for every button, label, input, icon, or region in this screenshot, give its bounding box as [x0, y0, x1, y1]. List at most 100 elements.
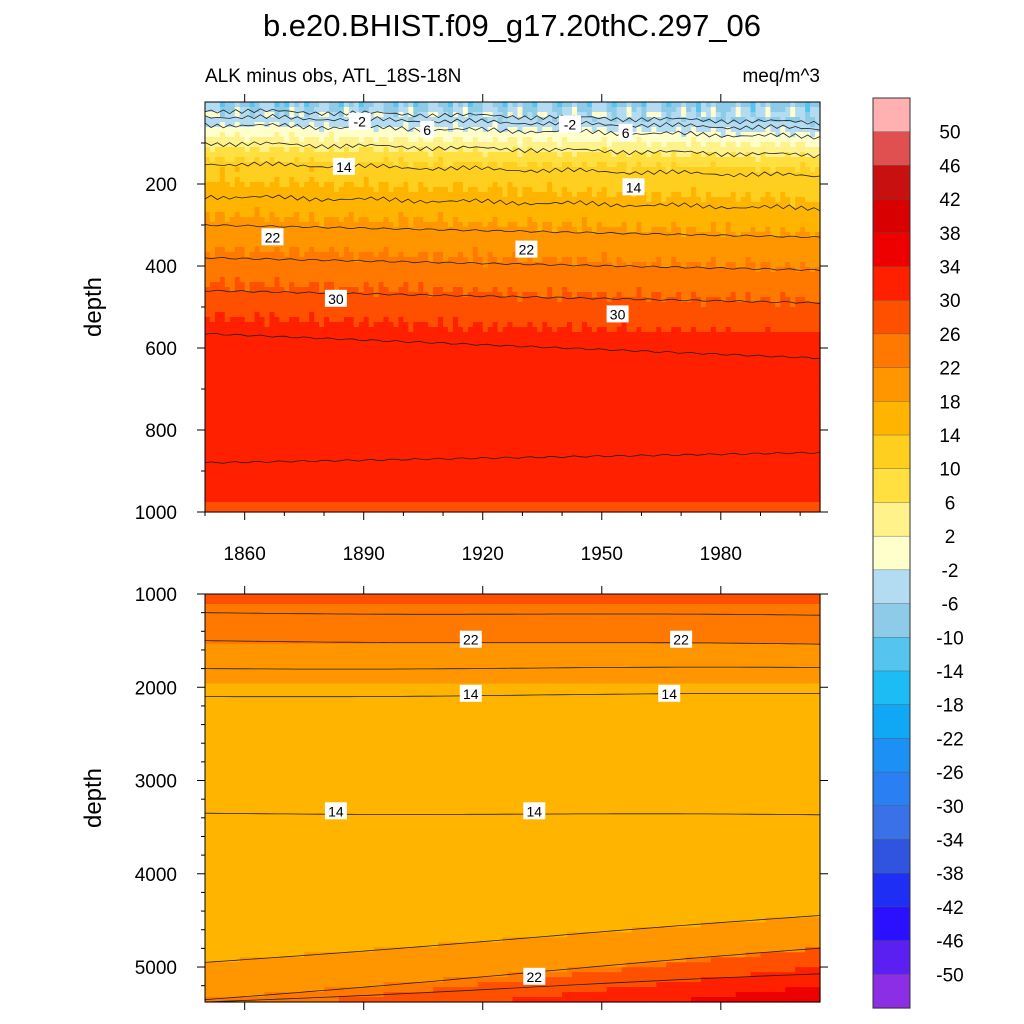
top-x-tick-label: 1920	[462, 544, 504, 565]
top-contour-lines	[204, 108, 821, 464]
colorbar-label: -18	[936, 696, 963, 717]
top-contour-line	[204, 451, 821, 464]
colorbar-frame	[872, 97, 911, 1009]
colorbar-swatch	[872, 97, 911, 133]
bottom-contour-line	[204, 666, 821, 670]
colorbar-swatch	[872, 367, 911, 402]
colorbar-label: 6	[945, 493, 956, 514]
colorbar-label: -34	[936, 831, 964, 852]
colorbar-swatch	[872, 603, 911, 638]
bottom-contour-line	[204, 812, 821, 816]
colorbar-swatch	[872, 940, 911, 975]
top-contour-line	[204, 141, 821, 159]
top-contour-label: 14	[622, 178, 645, 196]
colorbar-label: 50	[939, 123, 960, 144]
colorbar-label: 18	[939, 392, 960, 413]
bottom-x-axis	[244, 586, 722, 1010]
top-contour-label: 30	[606, 305, 629, 323]
top-contour-label: 22	[515, 240, 538, 258]
top-contour-line	[204, 194, 821, 212]
bottom-contour-label: 22	[523, 967, 546, 985]
colorbar-swatch	[872, 300, 911, 335]
top-y-axis: 200 400 600 800 1000	[135, 142, 828, 524]
colorbar-label: -30	[936, 797, 963, 818]
colorbar-label: 22	[939, 359, 960, 380]
colorbar-swatch	[872, 333, 911, 369]
colorbar-swatch	[872, 198, 911, 234]
top-contour-line	[204, 223, 821, 239]
colorbar-label: 38	[939, 224, 960, 245]
top-subtitle-right: meq/m^3	[742, 66, 820, 87]
bottom-y-tick-label: 4000	[135, 865, 177, 886]
top-contour-line	[204, 108, 821, 126]
top-contour-label: 14	[332, 157, 355, 175]
top-x-tick-label: 1950	[581, 544, 623, 565]
top-contour-line	[204, 161, 821, 178]
figure-title: b.e20.BHIST.f09_g17.20thC.297_06	[263, 8, 761, 43]
colorbar-swatch	[872, 535, 911, 571]
bottom-contour-line	[204, 612, 821, 616]
top-subtitle-left: ALK minus obs, ATL_18S-18N	[205, 66, 461, 87]
bottom-contour-label: 22	[670, 630, 693, 648]
colorbar-swatch	[872, 906, 911, 942]
top-contour-label: 30	[324, 289, 347, 307]
bottom-contour-line	[204, 915, 821, 963]
bottom-panel: 22 22 14 14 14 14 22 1000 2000 3000 4000 5000 dept…	[80, 585, 828, 1010]
bottom-contour-labels: 22 22 14 14 14 14 22	[324, 630, 693, 985]
colorbar-swatch	[872, 569, 911, 605]
colorbar-swatch	[872, 468, 911, 504]
bottom-contour-line	[205, 693, 820, 698]
top-contour-fill	[205, 102, 821, 513]
colorbar-swatch	[872, 434, 911, 470]
bottom-contour-label: 14	[459, 684, 482, 702]
colorbar-swatch	[872, 670, 911, 706]
bottom-contour-line	[204, 640, 821, 645]
colorbar-label: -46	[936, 932, 963, 953]
top-contour-label: -2	[348, 112, 371, 130]
colorbar-label: -50	[936, 965, 963, 986]
bottom-contour-fill	[205, 594, 821, 1003]
top-contour-line	[204, 256, 821, 272]
colorbar-label: 26	[939, 325, 960, 346]
colorbar-swatch	[872, 165, 911, 200]
colorbar-label: -38	[936, 864, 963, 885]
top-x-tick-label: 1860	[224, 544, 266, 565]
colorbar-swatch	[872, 704, 911, 739]
colorbar-label: -14	[936, 662, 964, 683]
colorbar-label: -26	[936, 763, 963, 784]
top-y-tick-label: 400	[145, 257, 177, 278]
colorbar-swatch	[872, 401, 911, 436]
colorbar-label: 30	[939, 291, 960, 312]
colorbar-label: 2	[945, 527, 956, 548]
top-y-tick-label: 600	[145, 339, 177, 360]
colorbar-swatch	[872, 872, 911, 908]
colorbar-swatch	[872, 839, 911, 874]
colorbar: 50 46 42 38 34 30 26 22 18 14 10 6 2 -2 -6 -10 -14 -18 -22…	[872, 97, 964, 1009]
top-contour-line	[204, 122, 821, 140]
bottom-contour-line	[204, 947, 821, 1001]
colorbar-swatch	[872, 502, 911, 537]
colorbar-label: -42	[936, 898, 963, 919]
top-x-tick-label: 1890	[343, 544, 385, 565]
colorbar-swatch	[872, 974, 911, 1009]
top-y-tick-label: 1000	[135, 503, 177, 524]
bottom-y-tick-label: 3000	[135, 772, 177, 793]
bottom-plot-frame	[204, 593, 821, 1003]
colorbar-swatch	[872, 232, 911, 268]
colorbar-label: 42	[939, 190, 960, 211]
colorbar-label: -6	[942, 595, 959, 616]
colorbar-swatch	[872, 805, 911, 841]
colorbar-label: 46	[939, 156, 960, 177]
top-y-tick-label: 800	[145, 421, 177, 442]
top-contour-label: 6	[420, 120, 435, 138]
bottom-y-tick-label: 1000	[135, 585, 177, 606]
colorbar-swatch	[872, 738, 911, 773]
colorbar-label: -10	[936, 628, 963, 649]
top-contour-label: 6	[618, 123, 633, 141]
colorbar-swatch	[872, 266, 911, 301]
top-y-axis-label: depth	[80, 277, 107, 337]
colorbar-label: 10	[939, 460, 960, 481]
top-contour-line	[204, 289, 821, 305]
colorbar-swatch	[872, 131, 911, 166]
